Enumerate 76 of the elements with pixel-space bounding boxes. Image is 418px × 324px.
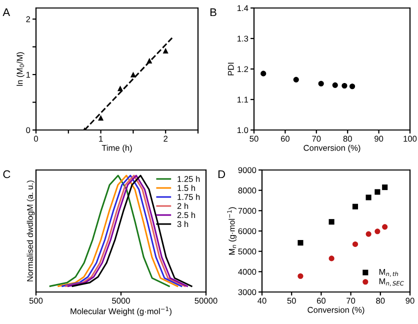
x-tick-label: 60 <box>280 136 290 142</box>
x-tick-label: 5000 <box>112 298 130 304</box>
point <box>374 228 380 234</box>
legend-label: 1.75 h <box>178 194 200 200</box>
point <box>162 48 168 54</box>
point <box>146 58 152 64</box>
x-tick-label: 90 <box>406 298 414 304</box>
chart-title: B <box>210 8 216 16</box>
point <box>382 224 388 230</box>
point <box>352 204 358 210</box>
x-tick-label: 1 <box>99 136 103 142</box>
x-tick-label: 50000 <box>194 298 218 304</box>
legend-label: 1.5 h <box>178 184 195 191</box>
point <box>98 115 104 121</box>
x-axis-title: Conversion (%) <box>304 144 360 152</box>
x-tick-label: 70 <box>346 298 356 304</box>
x-axis-title: Conversion (%) <box>308 306 364 314</box>
point <box>260 70 266 76</box>
y-tick-label: 4000 <box>238 268 256 275</box>
legend-label: M$_{n,SEC}$ <box>379 278 404 286</box>
chart-title: D <box>218 170 226 178</box>
point <box>366 194 372 200</box>
y-tick-label: 1.4 <box>237 5 248 12</box>
point <box>293 76 299 82</box>
y-tick-label: 0 <box>26 127 30 134</box>
x-tick-label: 100 <box>404 136 417 142</box>
y-axis-title: ln (M$_{0}$/M) <box>16 52 24 86</box>
x-tick-label: 80 <box>343 136 352 142</box>
y-tick-label: 1.0 <box>237 127 248 134</box>
legend-label: 2.5 h <box>177 212 195 218</box>
chart-title: A <box>2 8 10 16</box>
x-tick-label: 70 <box>312 136 321 142</box>
x-tick-label: 60 <box>316 298 326 304</box>
y-axis-title: Normalised dwdlogM (a. u.) <box>26 180 35 282</box>
y-tick-label: 2 <box>26 16 30 22</box>
point <box>382 184 388 190</box>
x-tick-label: 0 <box>34 136 38 142</box>
y-tick-label: 1.1 <box>237 96 248 103</box>
x-axis-title: Molecular Weight (g·mol$^{−1}$) <box>70 306 172 316</box>
point <box>298 273 304 279</box>
legend-label: 3 h <box>177 220 188 228</box>
point <box>328 219 334 225</box>
point <box>350 84 356 90</box>
y-tick-label: 6000 <box>238 228 256 234</box>
y-tick-label: 5000 <box>238 248 256 254</box>
point <box>374 189 380 195</box>
y-axis-title: M$_{n}$ (g·mol$^{−1}$) <box>227 207 236 255</box>
y-axis-title: PDI <box>228 62 234 76</box>
legend-label: 1.25 h <box>178 176 200 182</box>
y-tick-label: 7000 <box>238 208 256 214</box>
point <box>352 241 358 247</box>
y-tick-label: 1.3 <box>237 36 248 42</box>
x-tick-label: 500 <box>29 298 43 304</box>
legend-label: M$_{n,th}$ <box>379 268 398 277</box>
point <box>328 256 334 262</box>
y-tick-label: 8000 <box>238 188 256 194</box>
point <box>298 240 304 246</box>
x-tick-label: 50 <box>250 136 258 142</box>
point <box>130 72 136 78</box>
x-tick-label: 80 <box>376 298 385 304</box>
x-tick-label: 40 <box>258 298 266 304</box>
point <box>117 86 124 92</box>
x-tick-label: 50 <box>287 298 296 304</box>
legend-label: 2 h <box>177 202 188 209</box>
x-tick-label: 2 <box>164 136 168 142</box>
y-tick-label: 9000 <box>238 167 256 174</box>
point <box>332 82 338 88</box>
y-tick-label: 1 <box>26 72 30 78</box>
y-tick-label: 1.2 <box>237 66 248 72</box>
point <box>318 80 324 86</box>
x-tick-label: 90 <box>374 136 384 142</box>
chart-title: C <box>3 170 10 178</box>
point <box>342 82 348 89</box>
x-axis-title: Time (h) <box>102 144 132 152</box>
y-tick-label: 3000 <box>238 289 256 296</box>
point <box>366 231 372 237</box>
